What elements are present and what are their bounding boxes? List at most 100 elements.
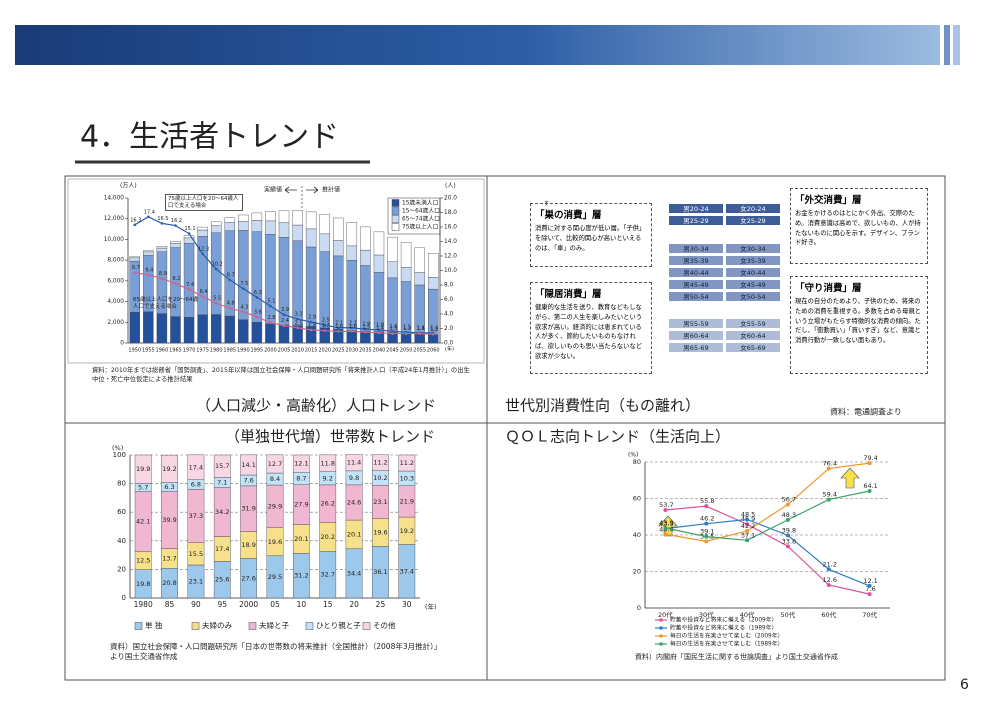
x-tick-label: 70代: [862, 610, 877, 619]
data-label: 3.9: [281, 307, 289, 313]
bar-segment: [143, 250, 154, 253]
bar-segment: [210, 225, 222, 233]
point: [377, 328, 381, 332]
data-label: 19.9: [136, 465, 150, 473]
source: 資料）国立社会保障・人口問題研究所「日本の世帯数の将来推計（全国推計）（2008…: [110, 642, 438, 662]
y-tick-label: 10,000: [104, 237, 125, 243]
data-label: 36.1: [373, 568, 387, 576]
bar-segment: [265, 234, 276, 325]
bar-segment: [183, 317, 195, 344]
bar-segment: [224, 217, 235, 223]
data-label: 20.8: [162, 579, 176, 587]
bar-segment: [213, 454, 231, 478]
x-tick-label: 15: [323, 600, 333, 609]
x-tick-label: 20代: [658, 610, 673, 619]
data-label: 6.3: [164, 483, 174, 491]
y-tick-label: 40: [633, 531, 641, 539]
bar-segment: [265, 211, 276, 222]
data-label: 14.1: [241, 461, 255, 469]
bar-segment: [187, 454, 205, 480]
header-stripe: [944, 25, 950, 65]
data-label: 11.4: [347, 459, 361, 467]
x-tick-label: 60代: [821, 610, 836, 619]
point: [214, 301, 218, 305]
point: [296, 317, 299, 321]
x-tick-label: 50代: [781, 610, 796, 619]
bar-segment: [129, 311, 141, 344]
y2-tick-label: 18.0: [444, 210, 457, 216]
data-label: 12.3: [198, 246, 209, 252]
age-cell: 男30-34: [668, 243, 724, 254]
x-tick-label: 1995: [251, 348, 264, 354]
legend-label: 単 独: [145, 620, 163, 630]
data-label: 20.1: [347, 530, 361, 538]
data-label: 8.4: [270, 475, 280, 483]
data-label: 5.7: [138, 484, 148, 492]
x-tick-label: 2000: [264, 348, 277, 354]
point: [745, 528, 750, 533]
data-label: 9.7: [132, 265, 140, 271]
data-label: 53.7: [659, 501, 673, 509]
data-label: 2.1: [335, 320, 343, 326]
legend-swatch: [391, 215, 400, 223]
data-label: 48.5: [741, 510, 755, 518]
age-cell: 男20-24: [668, 203, 724, 214]
data-label: 2.4: [281, 318, 289, 324]
x-tick-label: 2030: [345, 348, 358, 354]
y2-tick-label: 16.0: [444, 225, 457, 231]
data-label: 1.8: [376, 322, 384, 328]
source: 資料：2010年までは総務省「国勢調査」、2015年以降は国立社会保障・人口問題…: [92, 367, 470, 383]
x-tick-label: 1960: [156, 348, 169, 354]
data-label: 56.7: [782, 496, 796, 504]
data-label: 9.4: [145, 267, 153, 273]
data-label: 10.2: [212, 262, 223, 268]
x-tick-label: 30代: [699, 610, 714, 619]
axis-unit: (年): [445, 346, 454, 353]
frame: [64, 175, 946, 681]
legend-swatch: [659, 618, 663, 622]
y2-tick-label: 12.0: [444, 254, 457, 260]
bar-segment: [319, 233, 330, 252]
data-label: 2.1: [295, 320, 303, 326]
chart-frame: [67, 178, 485, 364]
y-tick-label: 20: [633, 568, 641, 576]
point: [826, 567, 831, 572]
bar-segment: [333, 217, 344, 241]
data-label: 31.2: [294, 572, 308, 580]
bar-segment: [240, 454, 258, 476]
legend-swatch: [134, 622, 143, 630]
data-label: 2.8: [267, 315, 275, 321]
data-label: 7.6: [243, 476, 253, 484]
data-label: 6.4: [200, 289, 208, 295]
data-label: 5.1: [267, 299, 275, 305]
data-label: 32.7: [320, 571, 334, 579]
axis-unit: (年): [425, 602, 437, 611]
data-label: 4.8: [227, 301, 235, 307]
bar-segment: [170, 316, 181, 344]
y-tick-label: 60: [117, 508, 126, 516]
age-cell: 女40-44: [725, 267, 781, 278]
x-tick-label: 2005: [278, 348, 291, 354]
annotation-arrow: [284, 186, 319, 194]
point: [785, 533, 790, 538]
point: [309, 320, 313, 324]
data-label: 25.6: [215, 576, 229, 584]
data-label: 3.3: [295, 312, 303, 318]
data-label: 2.5: [322, 317, 330, 323]
point: [228, 306, 232, 310]
x-tick-label: 1980: [134, 600, 153, 609]
bar-segment: [372, 454, 389, 471]
legend-swatch: [305, 622, 314, 630]
bar-segment: [197, 226, 208, 231]
age-cell: 女25-29: [725, 215, 781, 226]
y2-tick-label: 20.0: [444, 196, 457, 202]
data-label: 12.1: [294, 460, 308, 468]
axis-unit: (万人): [120, 183, 137, 190]
y-tick-label: 2,000: [107, 320, 124, 326]
point: [704, 534, 709, 539]
point: [147, 215, 150, 219]
data-label: 15.5: [189, 550, 203, 558]
point: [336, 330, 340, 333]
data-label: 43.5: [659, 520, 673, 528]
